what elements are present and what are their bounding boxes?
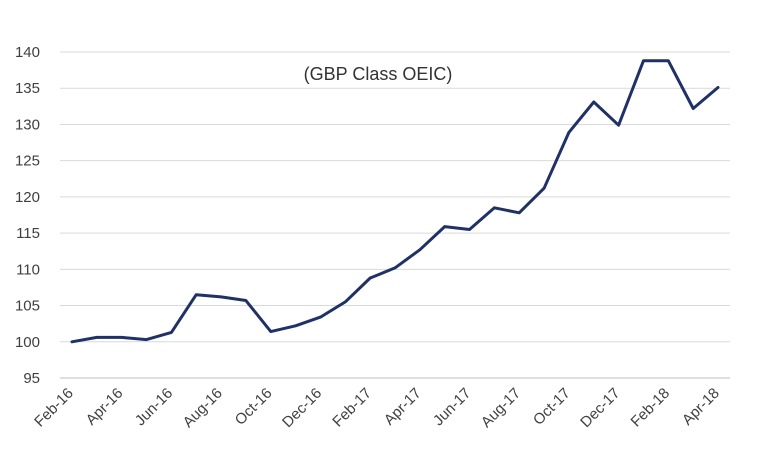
- data-point-Oct-17: [567, 131, 571, 134]
- data-point-Sep-16: [244, 299, 248, 302]
- data-point-Jun-16: [170, 331, 173, 334]
- data-point-Feb-16: [70, 340, 74, 343]
- data-point-Nov-17: [592, 100, 595, 104]
- series-line-0: [70, 59, 720, 344]
- data-point-May-16: [145, 338, 148, 341]
- x-tick-label-Dec-17: Dec-17: [577, 385, 623, 431]
- data-point-Dec-17: [617, 123, 620, 127]
- x-tick-label-Apr-17: Apr-17: [381, 385, 425, 429]
- x-tick-label-Apr-18: Apr-18: [679, 385, 723, 429]
- x-tick-label-Aug-17: Aug-17: [478, 385, 524, 431]
- x-tick-label-Apr-16: Apr-16: [83, 385, 127, 429]
- data-point-Oct-16: [269, 330, 272, 333]
- x-tick-label-Dec-16: Dec-16: [279, 385, 325, 431]
- chart-annotation: (GBP Class OEIC): [304, 64, 453, 84]
- y-tick-label-135: 135: [15, 80, 40, 97]
- y-tick-label-110: 110: [16, 261, 40, 278]
- data-point-Jul-16: [195, 293, 198, 296]
- data-point-Feb-18: [667, 59, 670, 62]
- y-tick-label-115: 115: [16, 225, 40, 242]
- data-point-Jun-17: [468, 228, 471, 231]
- data-point-May-17: [443, 225, 446, 228]
- data-point-Jan-18: [642, 59, 645, 62]
- y-tick-label-130: 130: [15, 116, 40, 133]
- y-tick-label-140: 140: [15, 44, 40, 61]
- data-point-Jul-17: [493, 206, 496, 209]
- data-point-Mar-17: [393, 266, 397, 270]
- data-point-Sep-17: [542, 186, 546, 190]
- data-point-Apr-17: [418, 248, 422, 251]
- x-tick-label-Jun-16: Jun-16: [132, 385, 176, 429]
- data-point-Apr-18: [716, 86, 720, 89]
- y-tick-label-120: 120: [15, 189, 40, 206]
- y-tick-label-105: 105: [15, 298, 40, 315]
- x-tick-label-Feb-18: Feb-18: [628, 385, 674, 431]
- y-axis-tick-labels: 95 100 105 110 115 120 125 130 135 140: [15, 44, 40, 387]
- data-point-Aug-17: [518, 211, 521, 215]
- data-point-Jan-17: [344, 300, 347, 304]
- x-tick-label-Oct-17: Oct-17: [530, 385, 574, 429]
- data-point-Dec-16: [319, 315, 322, 319]
- data-point-Apr-16: [120, 336, 123, 339]
- x-tick-label-Jun-17: Jun-17: [430, 385, 474, 429]
- data-point-Aug-16: [219, 295, 223, 299]
- x-axis-tick-labels: Feb-16 Apr-16 Jun-16 Aug-16 Oct-16 Dec-16 Feb-…: [31, 385, 723, 431]
- y-tick-label-100: 100: [15, 334, 40, 351]
- data-series: [70, 59, 720, 344]
- gridlines: [60, 51, 730, 343]
- x-tick-label-Aug-16: Aug-16: [180, 385, 226, 431]
- data-point-Feb-17: [368, 276, 372, 280]
- y-tick-label-125: 125: [15, 153, 40, 170]
- x-tick-label-Feb-17: Feb-17: [329, 385, 375, 431]
- data-point-Mar-18: [691, 107, 695, 110]
- data-point-Mar-16: [95, 336, 99, 339]
- x-tick-label-Oct-16: Oct-16: [232, 385, 276, 429]
- y-tick-label-95: 95: [23, 370, 40, 387]
- x-tick-label-Feb-16: Feb-16: [31, 385, 77, 431]
- data-point-Nov-16: [294, 324, 297, 328]
